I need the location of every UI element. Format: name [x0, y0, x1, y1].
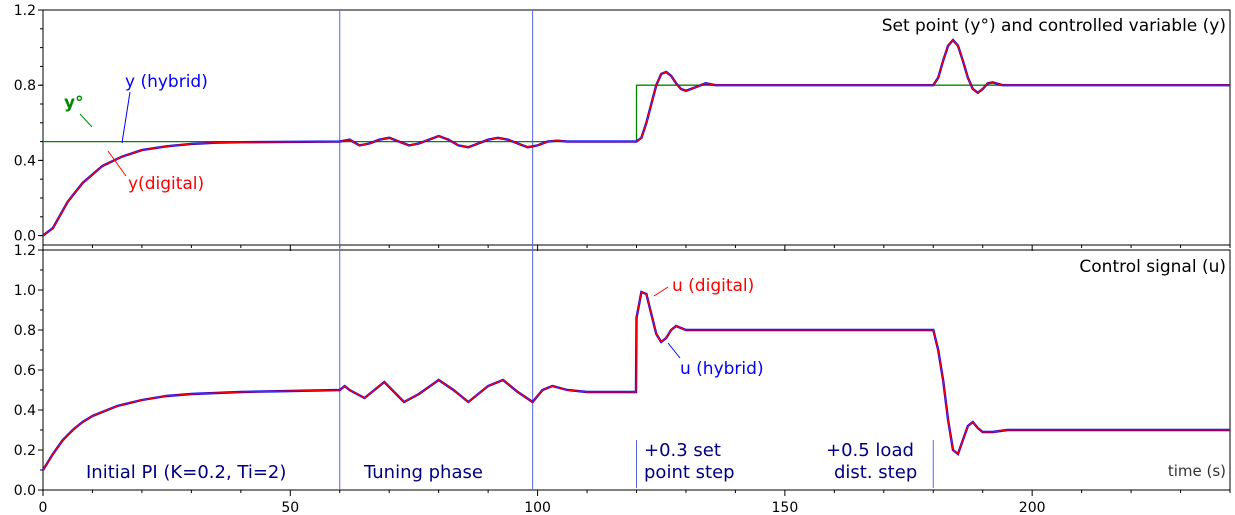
phase-label-initial: Initial PI (K=0.2, Ti=2): [86, 462, 286, 483]
top-chart-title: Set point (y°) and controlled variable (…: [882, 16, 1226, 36]
label-u-hybrid: u (hybrid): [680, 359, 764, 379]
bottom-x-tick-label: 50: [281, 500, 299, 515]
bottom-y-tick-label: 0.6: [14, 363, 36, 379]
vertical-markers: [339, 10, 934, 490]
top-y-tick-label: 0.0: [14, 229, 36, 245]
bottom-y-tick-label: 0.4: [14, 403, 36, 419]
phase-label-load-2: dist. step: [834, 462, 917, 483]
top-axes: 0.0 0.4 0.8 1.2: [14, 3, 1231, 251]
top-y-tick-label: 0.8: [14, 78, 36, 94]
top-series: [42, 38, 1230, 237]
top-y-tick-label: 1.2: [14, 3, 36, 19]
bottom-y-tick-label: 1.0: [14, 283, 36, 299]
label-u-digital: u (digital): [672, 276, 754, 296]
top-y-tick-label: 0.4: [14, 153, 36, 169]
bottom-chart-title: Control signal (u): [1079, 257, 1226, 277]
series-y-digital: [42, 39, 1230, 237]
phase-label-load-1: +0.5 load: [826, 440, 914, 461]
label-y-digital: y(digital): [128, 174, 204, 194]
bottom-y-tick-label: 1.2: [14, 243, 36, 259]
bottom-x-tick-label: 100: [524, 500, 551, 515]
bottom-axes: 0.0 0.2 0.4 0.6 0.8 1.0 1.2 0 50 100 150 200: [14, 243, 1231, 515]
leader-y-hybrid: [121, 91, 131, 144]
leader-y-digital: [107, 150, 127, 177]
phase-label-setpoint-1: +0.3 set: [644, 440, 721, 461]
bottom-x-tick-label: 150: [772, 500, 799, 515]
bottom-series: [41, 290, 1230, 471]
bottom-y-tick-label: 0.8: [14, 323, 36, 339]
bottom-y-tick-label: 0.0: [14, 483, 36, 499]
phase-label-tuning: Tuning phase: [363, 462, 483, 483]
leader-y-setpoint: [79, 113, 93, 128]
phase-label-setpoint-2: point step: [644, 462, 735, 483]
label-y-setpoint: y°: [64, 93, 84, 113]
x-axis-label: time (s): [1168, 462, 1226, 480]
bottom-x-tick-label: 200: [1019, 500, 1046, 515]
series-u-digital: [42, 291, 1230, 471]
leader-u-hybrid: [667, 342, 681, 359]
bottom-y-tick-label: 0.2: [14, 443, 36, 459]
leader-u-digital: [653, 286, 669, 297]
bottom-x-tick-label: 0: [39, 500, 48, 515]
label-y-hybrid: y (hybrid): [125, 72, 208, 92]
